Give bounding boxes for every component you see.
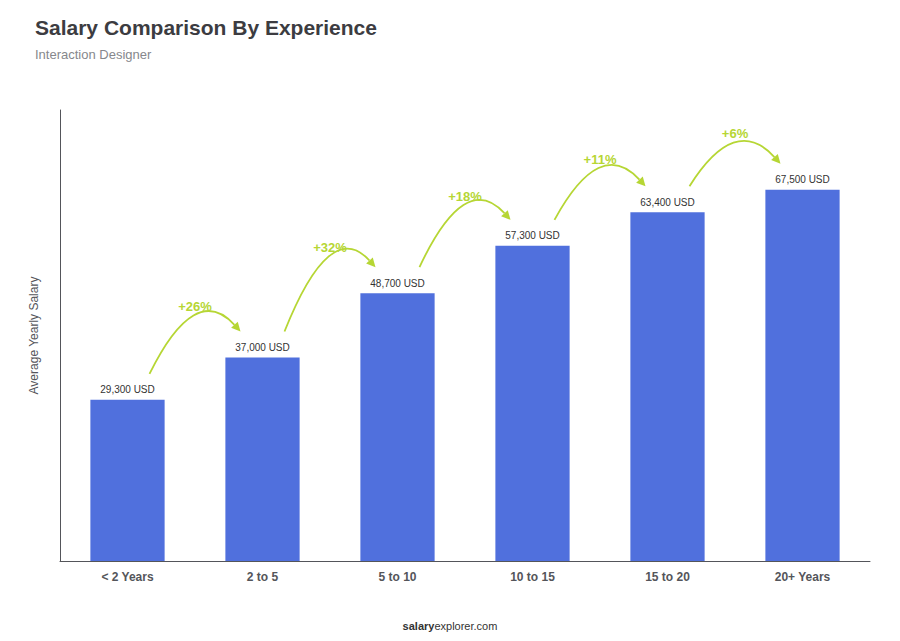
svg-text:+32%: +32% [313,240,347,255]
svg-text:Interaction Designer: Interaction Designer [35,47,152,62]
svg-text:10 to 15: 10 to 15 [510,570,555,584]
svg-text:2 to 5: 2 to 5 [247,570,279,584]
svg-text:explorer.com: explorer.com [434,620,497,632]
svg-text:37,000 USD: 37,000 USD [235,342,289,353]
svg-text:48,700 USD: 48,700 USD [370,278,424,289]
svg-text:< 2 Years: < 2 Years [101,570,153,584]
svg-text:+6%: +6% [722,126,749,141]
svg-text:salary: salary [403,620,436,632]
svg-text:29,300 USD: 29,300 USD [100,384,154,395]
svg-text:5 to 10: 5 to 10 [378,570,416,584]
svg-text:15 to 20: 15 to 20 [645,570,690,584]
svg-text:20+ Years: 20+ Years [775,570,831,584]
svg-text:63,400 USD: 63,400 USD [640,197,694,208]
svg-text:+18%: +18% [448,189,482,204]
svg-text:+11%: +11% [584,152,617,167]
svg-text:67,500 USD: 67,500 USD [775,174,829,185]
svg-text:57,300 USD: 57,300 USD [505,230,559,241]
svg-text:Salary Comparison By Experienc: Salary Comparison By Experience [35,16,377,39]
svg-text:Average Yearly Salary: Average Yearly Salary [27,277,41,395]
svg-text:+26%: +26% [178,299,212,314]
